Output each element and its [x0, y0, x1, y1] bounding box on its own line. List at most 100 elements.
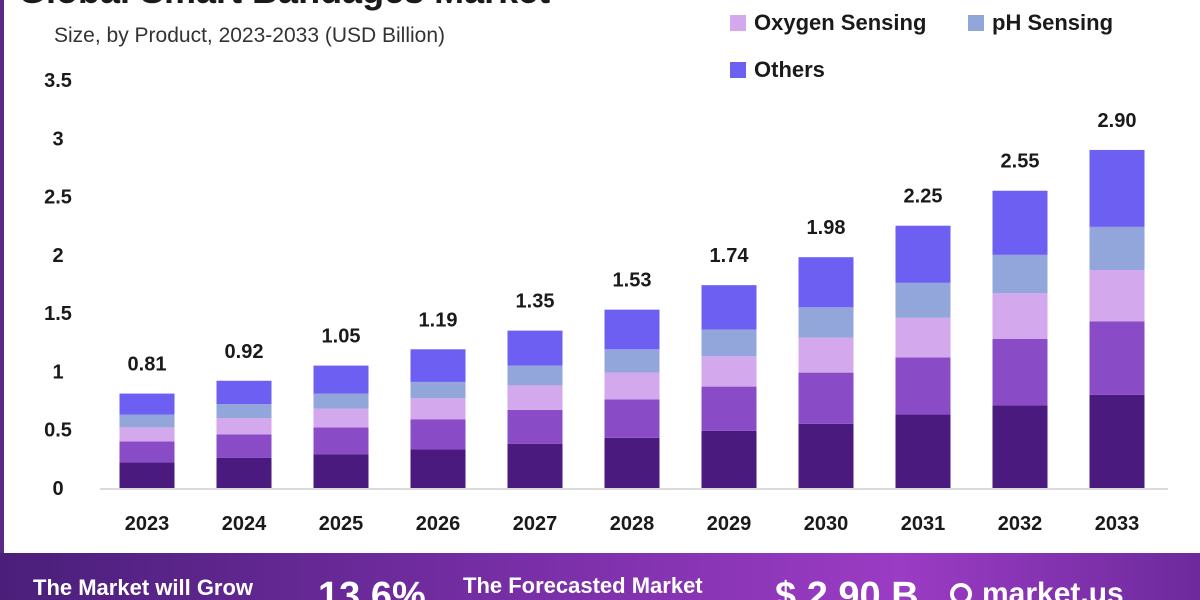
y-tick-label: 3: [52, 128, 63, 150]
bar-segment-2026-s2: [410, 398, 466, 420]
bar-segment-2033-s0: [1089, 394, 1145, 488]
bars: 0.81 0.92 1.05 1.19 1.35 1.53 1.74 1.98 2.25 2.55…: [119, 110, 1145, 488]
bar-segment-2032-s0: [992, 405, 1048, 488]
bar-total-label-2030: 1.98: [807, 217, 846, 239]
bar-segment-2027-s3: [507, 365, 563, 386]
bar-segment-2029-s3: [701, 329, 757, 357]
legend-label-ph-sensing: pH Sensing: [992, 10, 1114, 35]
x-tick-label-2027: 2027: [513, 513, 558, 535]
y-tick-label: 2.5: [44, 187, 72, 209]
x-tick-label-2032: 2032: [998, 513, 1043, 535]
bar-total-label-2028: 1.53: [613, 270, 652, 292]
stacked-bar-chart: 0 0.5 1 1.5 2 2.5 3 3.5 0.81 0.92 1.05 1.19 1.35 1.5…: [44, 70, 1168, 535]
legend-label-oxygen-sensing: Oxygen Sensing: [754, 10, 927, 35]
bar-segment-2024-s0: [216, 457, 272, 488]
footer-banner: The Market will Grow 13.6% The Forecaste…: [0, 553, 1200, 600]
footer-grow-text: The Market will Grow: [33, 575, 254, 600]
y-tick-label: 2: [52, 245, 63, 267]
bar-total-label-2032: 2.55: [1001, 151, 1040, 173]
bar-segment-2026-s3: [410, 381, 466, 399]
bar-segment-2031-s0: [895, 414, 951, 488]
footer-cagr-value: 13.6%: [318, 575, 426, 600]
legend-label-others: Others: [754, 57, 825, 82]
bar-segment-2024-s3: [216, 404, 272, 419]
bar-segment-2033-s1: [1089, 321, 1145, 395]
bar-segment-2028-s4: [604, 309, 660, 350]
bar-segment-2026-s4: [410, 349, 466, 382]
bar-segment-2025-s0: [313, 454, 369, 488]
bar-total-label-2027: 1.35: [516, 291, 555, 313]
bar-segment-2027-s4: [507, 330, 563, 366]
bar-segment-2031-s1: [895, 357, 951, 415]
bar-segment-2028-s2: [604, 372, 660, 400]
bar-segment-2032-s3: [992, 254, 1048, 294]
legend-swatch-others: [730, 62, 746, 78]
bar-segment-2025-s2: [313, 408, 369, 428]
bar-total-label-2026: 1.19: [419, 309, 458, 331]
y-tick-label: 0.5: [44, 420, 72, 442]
bar-segment-2029-s0: [701, 430, 757, 488]
bar-segment-2027-s1: [507, 409, 563, 444]
bar-segment-2032-s2: [992, 293, 1048, 339]
footer-forecast-value: $ 2.90 B: [775, 575, 919, 600]
bar-segment-2029-s1: [701, 386, 757, 431]
left-accent-bar: [0, 0, 4, 553]
legend-swatch-oxygen-sensing: [730, 15, 746, 31]
bar-segment-2026-s1: [410, 419, 466, 450]
bar-segment-2032-s1: [992, 338, 1048, 406]
bar-segment-2023-s1: [119, 441, 175, 463]
bar-segment-2033-s2: [1089, 270, 1145, 322]
x-tick-label-2025: 2025: [319, 513, 364, 535]
bar-segment-2023-s4: [119, 393, 175, 415]
bar-segment-2028-s1: [604, 399, 660, 438]
bar-segment-2032-s4: [992, 190, 1048, 255]
y-tick-label: 1.5: [44, 303, 72, 325]
bar-total-label-2033: 2.90: [1098, 110, 1137, 132]
x-tick-label-2028: 2028: [610, 513, 655, 535]
bar-segment-2027-s2: [507, 385, 563, 410]
x-tick-label-2029: 2029: [707, 513, 752, 535]
bar-segment-2030-s1: [798, 372, 854, 424]
bar-segment-2030-s0: [798, 423, 854, 488]
bar-segment-2031-s3: [895, 282, 951, 318]
bar-segment-2023-s0: [119, 462, 175, 488]
bar-segment-2030-s4: [798, 257, 854, 308]
bar-total-label-2031: 2.25: [904, 186, 943, 208]
x-tick-label-2030: 2030: [804, 513, 849, 535]
bar-segment-2028-s3: [604, 349, 660, 373]
x-tick-label-2024: 2024: [222, 513, 267, 535]
bar-segment-2028-s0: [604, 437, 660, 488]
bar-total-label-2029: 1.74: [710, 245, 750, 267]
legend-swatch-ph-sensing: [968, 15, 984, 31]
bar-segment-2029-s2: [701, 356, 757, 387]
bar-segment-2030-s3: [798, 307, 854, 338]
x-tick-label-2033: 2033: [1095, 513, 1140, 535]
legend: Oxygen Sensing pH Sensing Others: [730, 0, 1190, 90]
bar-segment-2026-s0: [410, 449, 466, 488]
x-axis: 2023 2024 2025 2026 2027 2028 2029 2030 2031 2032…: [100, 488, 1168, 535]
bar-segment-2025-s3: [313, 393, 369, 409]
bar-total-label-2025: 1.05: [322, 326, 361, 348]
bar-segment-2030-s2: [798, 337, 854, 373]
brand-logo: market.us: [950, 577, 1124, 600]
footer-forecast-text: The Forecasted Market: [463, 573, 703, 598]
x-tick-label-2023: 2023: [125, 513, 170, 535]
bar-total-label-2023: 0.81: [128, 354, 167, 376]
bar-segment-2023-s2: [119, 427, 175, 442]
bar-segment-2031-s2: [895, 317, 951, 358]
bar-segment-2024-s4: [216, 380, 272, 405]
bar-segment-2027-s0: [507, 443, 563, 488]
bar-segment-2025-s1: [313, 427, 369, 455]
y-axis: 0 0.5 1 1.5 2 2.5 3 3.5: [44, 70, 72, 500]
bar-segment-2033-s3: [1089, 226, 1145, 271]
bar-segment-2029-s4: [701, 285, 757, 330]
brand-logo-icon: [950, 583, 972, 600]
bar-segment-2031-s4: [895, 225, 951, 283]
legend-item-ph-sensing: pH Sensing: [968, 10, 1113, 36]
y-tick-label: 0: [52, 478, 63, 500]
x-tick-label-2026: 2026: [416, 513, 461, 535]
bar-segment-2025-s4: [313, 365, 369, 394]
y-tick-label: 3.5: [44, 70, 72, 92]
bar-total-label-2024: 0.92: [225, 341, 264, 363]
bar-segment-2024-s1: [216, 434, 272, 458]
